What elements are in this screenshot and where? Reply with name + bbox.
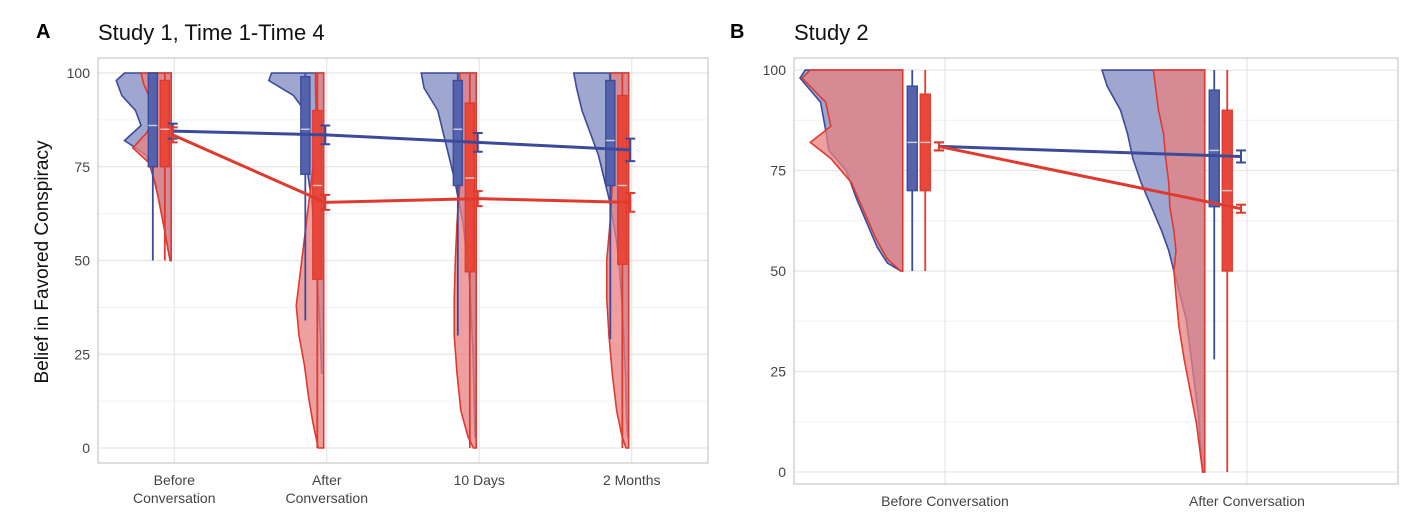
panel-a: A Study 1, Time 1-Time 4 Belief in Favor… [32,20,709,506]
y-tick-label: 0 [778,464,786,480]
panel-b-plot: 0 25 50 75 100 Before Conversation After Conve… [763,57,1399,509]
panel-a-letter: A [36,21,50,43]
panel-b: B Study 2 0 25 50 75 100 Before Conversation A… [730,20,1399,509]
x-tick-label: After Conversation [286,472,369,506]
y-tick-label: 100 [67,65,91,81]
mean-line-treatment [172,133,631,204]
plot-frame [793,57,1399,485]
panel-a-title: Study 1, Time 1-Time 4 [98,20,325,45]
x-tick-label-line: 2 Months [603,472,661,488]
x-tick-label-line: After [312,472,342,488]
mean-line-control [172,129,631,152]
y-tick-label: 0 [82,440,90,456]
x-tick-label: 2 Months [603,472,661,488]
boxplot-treatment [617,94,628,265]
boxplot-treatment [464,102,476,273]
y-axis-label: Belief in Favored Conspiracy [32,140,53,383]
y-tick-label: 100 [763,62,787,78]
violin-treatment [800,69,904,272]
panel-a-plot: 0 25 50 75 100 Before Conversation After Convers… [67,57,709,506]
x-tick-label: Before Conversation [133,472,216,506]
x-tick-label-line: Before Conversation [881,493,1009,509]
boxplot-control [147,72,159,168]
x-tick-label: 10 Days [454,472,505,488]
y-tick-label: 75 [770,163,786,179]
x-tick-label-line: Conversation [133,490,216,506]
boxplot-control [906,85,918,192]
boxplot-control [300,76,311,175]
x-tick-label-line: Before [154,472,195,488]
x-tick-label-line: After Conversation [1189,493,1305,509]
mean-line-treatment [938,144,1242,211]
panel-b-letter: B [730,21,744,43]
boxplot-control [605,79,616,187]
boxplot-control [452,79,464,187]
boxplot-control [1208,89,1220,208]
x-tick-label-line: 10 Days [454,472,505,488]
y-tick-label: 75 [74,159,90,175]
plot-frame [97,57,709,464]
violin-treatment [1152,69,1206,473]
mean-line-control [938,144,1242,158]
y-tick-label: 25 [770,363,786,379]
x-tick-label: After Conversation [1189,493,1305,509]
y-tick-label: 25 [74,346,90,362]
x-tick-label: Before Conversation [881,493,1009,509]
panel-b-title: Study 2 [794,20,869,45]
x-tick-label-line: Conversation [286,490,369,506]
y-tick-label: 50 [74,253,90,269]
y-tick-label: 50 [770,263,786,279]
